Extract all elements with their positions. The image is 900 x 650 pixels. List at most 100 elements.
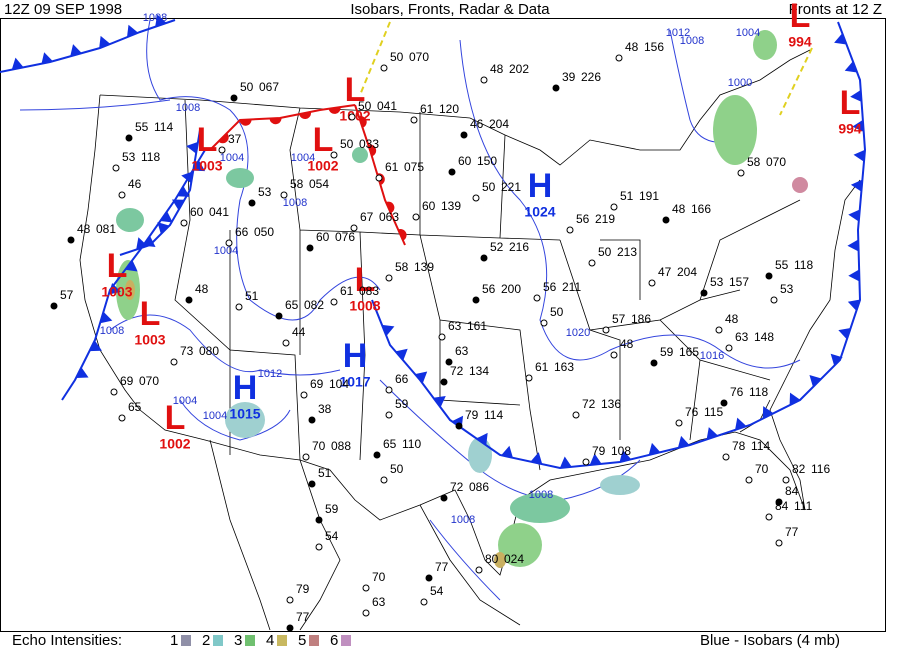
station-marker xyxy=(282,339,290,347)
pressure-center-symbol: L xyxy=(790,0,811,35)
station-marker xyxy=(475,566,483,574)
station-marker xyxy=(118,414,126,422)
station-temp: 79 xyxy=(592,444,606,458)
station-marker xyxy=(572,411,580,419)
station-marker xyxy=(185,296,193,304)
station-pressure: 226 xyxy=(581,70,601,84)
station-temp: 55 xyxy=(135,120,149,134)
station-temp: 84 xyxy=(785,484,799,498)
station-pressure: 120 xyxy=(439,102,459,116)
station-temp: 70 xyxy=(312,439,326,453)
station-pressure: 166 xyxy=(691,202,711,216)
front-triangle xyxy=(433,396,446,408)
station-pressure: 118 xyxy=(794,258,813,272)
station-temp: 56 xyxy=(543,280,557,294)
station-pressure: 150 xyxy=(477,154,497,168)
station-pressure: 118 xyxy=(141,150,160,164)
station-temp: 79 xyxy=(465,408,479,422)
pressure-center-symbol: L xyxy=(840,84,861,122)
pressure-center-symbol: L xyxy=(345,71,366,109)
station-marker xyxy=(315,543,323,551)
boundaries xyxy=(79,49,861,631)
front-triangle xyxy=(125,260,138,272)
station-temp: 53 xyxy=(780,282,794,296)
station-pressure: 063 xyxy=(379,210,399,224)
station-marker xyxy=(308,480,316,488)
station-marker xyxy=(737,169,745,177)
station-temp: 63 xyxy=(372,595,386,609)
front-triangle xyxy=(847,239,859,252)
station-marker xyxy=(745,476,753,484)
front-triangle xyxy=(181,171,194,184)
station-pressure: 139 xyxy=(441,199,461,213)
front-semicircle xyxy=(368,144,377,157)
station-marker xyxy=(308,416,316,424)
isobar-label: 1008 xyxy=(176,102,200,114)
station-pressure: 134 xyxy=(469,364,489,378)
station-marker xyxy=(125,134,133,142)
station-temp: 51 xyxy=(620,189,634,203)
station-marker xyxy=(362,609,370,617)
station-pressure: 050 xyxy=(254,225,274,239)
isobar-label: 1016 xyxy=(700,350,724,362)
front-triangle xyxy=(100,311,113,324)
front-triangle xyxy=(108,282,121,295)
station-marker xyxy=(385,386,393,394)
front-triangle xyxy=(830,353,843,366)
station-pressure: 054 xyxy=(309,177,329,191)
station-temp: 50 xyxy=(358,99,372,113)
pressure-center-symbol: L xyxy=(165,399,186,437)
station-temp: 60 xyxy=(190,205,204,219)
front-triangle xyxy=(530,452,543,465)
station-temp: 50 xyxy=(340,137,354,151)
station-temp: 72 xyxy=(582,397,596,411)
station-pressure: 083 xyxy=(359,284,379,298)
front-triangle xyxy=(155,14,167,27)
station-marker xyxy=(700,289,708,297)
isobar-label: 1008 xyxy=(283,197,307,209)
station-pressure: 115 xyxy=(704,405,723,419)
station-marker xyxy=(302,453,310,461)
station-temp: 48 xyxy=(625,40,639,54)
station-marker xyxy=(112,164,120,172)
station-pressure: 221 xyxy=(501,180,521,194)
echo-level-label: 4 xyxy=(266,632,274,649)
station-marker xyxy=(330,298,338,306)
station-pressure: 114 xyxy=(154,120,173,134)
station-temp: 72 xyxy=(450,364,464,378)
station-temp: 77 xyxy=(296,610,310,624)
front-triangle xyxy=(589,453,602,466)
station-marker xyxy=(765,272,773,280)
station-pressure: 111 xyxy=(794,499,813,513)
pressure-center-symbol: L xyxy=(355,261,376,299)
station-marker xyxy=(472,194,480,202)
station-pressure: 200 xyxy=(501,282,521,296)
header-left: 12Z 09 SEP 1998 xyxy=(4,1,122,18)
pressure-center-symbol: L xyxy=(107,247,128,285)
station-marker xyxy=(110,388,118,396)
front-triangle xyxy=(501,445,513,458)
front-semicircle xyxy=(218,133,229,144)
station-temp: 60 xyxy=(458,154,472,168)
station-marker xyxy=(615,54,623,62)
station-marker xyxy=(425,574,433,582)
front-triangle xyxy=(619,450,632,463)
front-triangle xyxy=(847,299,861,311)
station-temp: 50 xyxy=(390,462,404,476)
station-pressure: 219 xyxy=(595,212,615,226)
station-marker xyxy=(460,131,468,139)
station-marker xyxy=(725,344,733,352)
station-temp: 44 xyxy=(292,325,306,339)
station-pressure: 213 xyxy=(617,245,637,259)
station-marker xyxy=(588,259,596,267)
station-temp: 61 xyxy=(340,284,354,298)
pressure-center-value: 1002 xyxy=(159,436,190,452)
station-temp: 58 xyxy=(395,260,409,274)
station-pressure: 204 xyxy=(489,117,509,131)
station-pressure: 033 xyxy=(359,137,379,151)
front-triangle xyxy=(76,367,89,378)
fronts xyxy=(0,14,867,470)
pressure-center-symbol: H xyxy=(343,337,368,375)
station-temp: 63 xyxy=(455,344,469,358)
front-triangle xyxy=(127,24,139,38)
